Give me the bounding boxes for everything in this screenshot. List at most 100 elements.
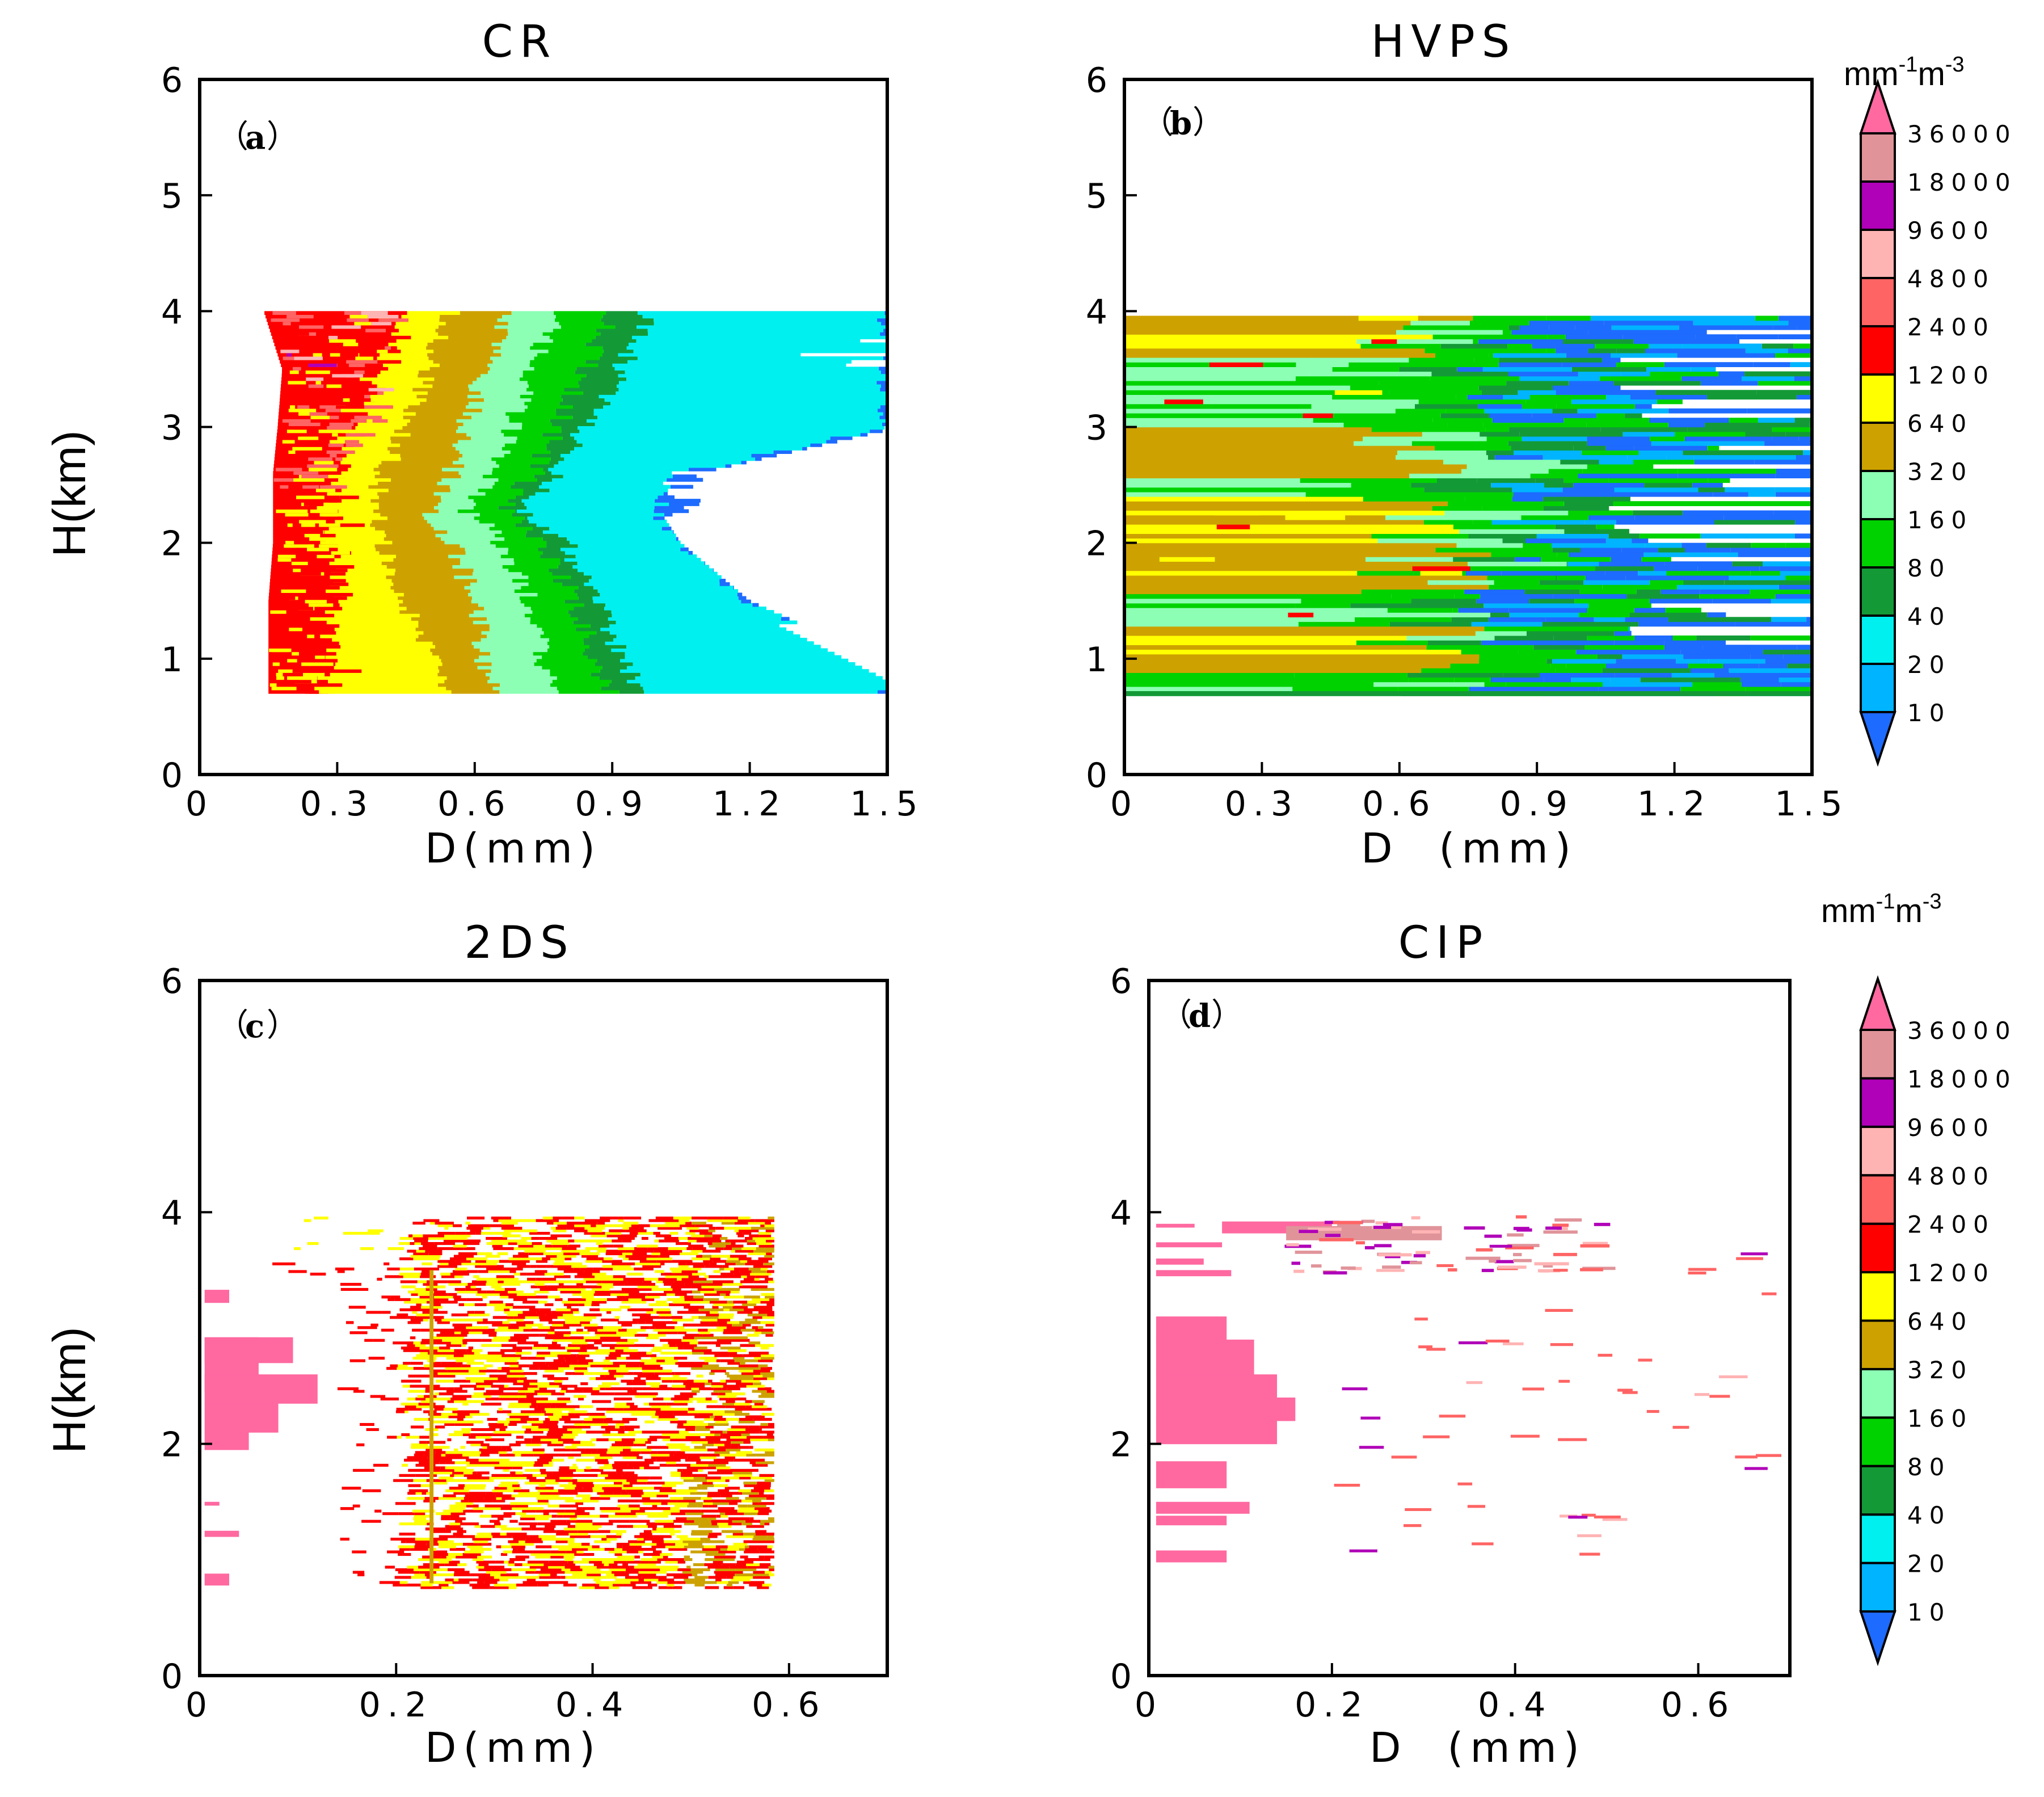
x-tick-label: 0.6 xyxy=(1362,784,1436,824)
twods-cell xyxy=(569,1410,587,1413)
twods-cell xyxy=(454,1372,459,1375)
twods-cell xyxy=(491,1428,496,1431)
twods-cell xyxy=(701,1509,718,1513)
twods-cell xyxy=(758,1232,772,1235)
twods-cell xyxy=(599,1484,619,1487)
twods-cell xyxy=(600,1308,621,1311)
twods-cell xyxy=(628,1492,644,1495)
twods-cell xyxy=(461,1331,469,1335)
twods-cell xyxy=(568,1538,575,1541)
twods-cell xyxy=(493,1430,504,1434)
panel-label-a: （ a ） xyxy=(217,119,298,157)
twods-cell xyxy=(520,1461,535,1464)
twods-cell xyxy=(614,1392,630,1396)
y-tick-label: 6 xyxy=(161,61,183,100)
twods-cell xyxy=(580,1346,587,1350)
colorbar-swatch xyxy=(1860,663,1896,713)
twods-cell xyxy=(622,1298,629,1301)
cr-cell xyxy=(526,530,543,534)
cr-speck xyxy=(286,314,314,319)
twods-cell xyxy=(614,1581,631,1584)
twods-cell xyxy=(437,1224,453,1227)
twods-cell xyxy=(399,1474,416,1477)
twods-cell xyxy=(486,1492,503,1495)
cr-cell xyxy=(669,502,699,506)
cr-cell xyxy=(613,638,807,642)
cr-cell xyxy=(576,440,827,444)
hvps-cell xyxy=(1508,608,1587,613)
cr-speck xyxy=(368,388,394,392)
twods-cell xyxy=(614,1461,635,1464)
cr-cell xyxy=(567,537,676,541)
twods-cell xyxy=(471,1428,491,1431)
hvps-cell xyxy=(1406,636,1495,641)
hvps-cell xyxy=(1587,608,1635,613)
twods-cell xyxy=(415,1463,436,1467)
twods-cell xyxy=(730,1367,751,1370)
twods-cell xyxy=(543,1527,555,1531)
hvps-cell xyxy=(1691,367,1716,372)
twods-cell xyxy=(465,1494,480,1497)
twods-cell xyxy=(637,1479,648,1482)
cip-speck xyxy=(1359,1446,1384,1449)
cip-speck xyxy=(1476,1248,1493,1252)
cr-speck xyxy=(296,332,304,336)
twods-cell xyxy=(513,1548,517,1551)
cr-cell xyxy=(415,638,481,642)
twods-cell xyxy=(414,1512,425,1516)
cr-speck xyxy=(319,485,347,489)
twods-cell xyxy=(702,1504,709,1508)
cr-cell xyxy=(880,405,887,409)
twods-cell xyxy=(546,1474,557,1477)
cr-cell xyxy=(473,506,499,510)
twods-cell xyxy=(695,1428,710,1431)
hvps-cell xyxy=(1638,570,1667,576)
twods-cell xyxy=(621,1323,632,1327)
cr-speck xyxy=(276,527,288,531)
twods-cell xyxy=(717,1522,728,1526)
cr-speck xyxy=(339,495,359,499)
twods-cell xyxy=(492,1433,512,1436)
twods-cell xyxy=(414,1545,432,1548)
hvps-cell xyxy=(1587,441,1651,446)
cr-cell xyxy=(509,419,550,423)
twods-cell xyxy=(553,1359,566,1362)
twods-cell xyxy=(724,1410,743,1413)
cr-cell xyxy=(537,592,578,597)
cr-cell xyxy=(428,356,490,360)
twods-cell xyxy=(650,1571,667,1574)
twods-cell xyxy=(742,1578,751,1581)
cr-speck xyxy=(302,533,321,537)
twods-cell xyxy=(647,1514,668,1518)
cr-cell xyxy=(265,314,402,319)
twods-cell xyxy=(715,1352,737,1355)
twods-cell xyxy=(750,1272,760,1276)
twods-cell xyxy=(501,1446,511,1449)
twods-patch xyxy=(204,1290,229,1303)
twods-cell xyxy=(698,1341,712,1345)
twods-cell xyxy=(437,1372,445,1375)
twods-cell xyxy=(475,1293,494,1296)
twods-cell xyxy=(507,1318,524,1322)
twods-cell xyxy=(735,1222,748,1225)
twods-cell xyxy=(660,1339,682,1342)
hvps-cell xyxy=(1621,547,1658,553)
twods-cell xyxy=(712,1242,731,1245)
twods-cell xyxy=(694,1415,710,1419)
twods-cell xyxy=(431,1446,450,1449)
twods-cell xyxy=(495,1287,505,1291)
twods-cell xyxy=(455,1520,462,1523)
cip-speck xyxy=(1740,1252,1768,1256)
cr-cell xyxy=(553,339,592,343)
cr-speck xyxy=(288,610,296,614)
twods-cell xyxy=(754,1573,769,1576)
twods-cell xyxy=(466,1504,479,1508)
twods-cell xyxy=(711,1522,718,1526)
hvps-cell xyxy=(1529,598,1575,604)
cr-cell xyxy=(376,391,428,395)
twods-cell xyxy=(416,1405,430,1408)
cr-cell xyxy=(522,422,552,426)
twods-cell xyxy=(398,1553,403,1556)
twods-cell xyxy=(394,1298,411,1301)
colorbar-swatch xyxy=(1860,373,1896,424)
